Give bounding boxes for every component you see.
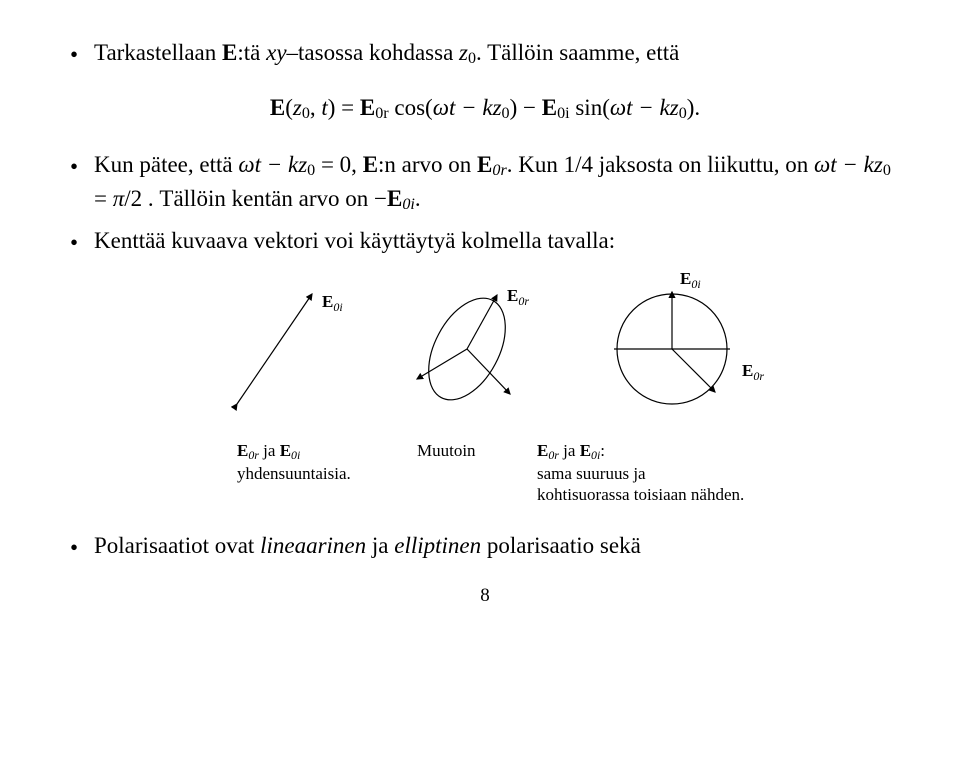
s: 0 [679,105,687,122]
E0i: E [580,441,591,460]
s: 0 [302,105,310,122]
t: sama suuruus ja [537,464,646,483]
s: 0r [375,105,388,122]
om: ω [610,95,626,120]
rp: ) = [328,95,360,120]
t: yhdensuuntaisia. [237,464,351,483]
t: polarisaatio sekä [481,533,641,558]
s: 0i [557,105,570,122]
s: 0i [291,448,300,462]
sp: cos( [389,95,433,120]
diagram-row: E0i E0r [94,264,900,434]
E0r: E [537,441,548,460]
bullet-2-text: Kun pätee, että ωt − kz0 = 0, E:n arvo o… [94,148,900,217]
linear-polarization-diagram: E0i [202,279,372,419]
sp: sin( [570,95,610,120]
rp: ). [687,95,700,120]
bullet-3: • Kenttää kuvaava vektori voi käyttäytyä… [70,224,900,521]
t: Muutoin [417,441,476,460]
E0i: E [280,441,291,460]
bullet-4: • Polarisaatiot ovat lineaarinen ja elli… [70,529,900,564]
circular-polarization-diagram: E0i E0r [572,264,792,434]
equation: E(z0, t) = E0r cos(ωt − kz0) − E0i sin(ω… [70,91,900,125]
E: E [363,152,378,177]
t: –tasossa kohdassa [287,40,459,65]
t: ja [366,533,394,558]
bullet-marker: • [70,148,94,217]
t: ja [259,441,280,460]
t: t − k [626,95,670,120]
caption-elliptical: Muutoin [417,440,537,505]
s: 0i [591,448,600,462]
t: Tarkastellaan [94,40,222,65]
E0r: E [237,441,248,460]
caption-row: E0r ja E0i yhdensuuntaisia. Muutoin E0r … [94,440,900,505]
E0i: E [387,186,402,211]
bullet-marker: • [70,36,94,71]
bullet-4-text: Polarisaatiot ovat lineaarinen ja ellipt… [94,529,900,564]
lin: lineaarinen [260,533,366,558]
svg-text:E0i: E0i [322,292,343,314]
t: Polarisaatiot ovat [94,533,260,558]
s: 0 [883,162,891,179]
dot: . [415,186,421,211]
bullet-1: • Tarkastellaan E:tä xy–tasossa kohdassa… [70,36,900,71]
bullet-2: • Kun pätee, että ωt − kz0 = 0, E:n arvo… [70,148,900,217]
z: z [874,152,883,177]
om: ω [238,152,254,177]
rp: ) − [510,95,542,120]
sub: 0 [468,50,476,67]
t: t − k [449,95,493,120]
eq: = [94,186,113,211]
z: z [459,40,468,65]
svg-text:E0r: E0r [742,361,764,383]
t: t − k [830,152,874,177]
s: 0r [548,448,559,462]
t: Kenttää kuvaava vektori voi käyttäytyä k… [94,228,615,253]
t: . Kun 1/4 jaksosta on liikuttu, on [507,152,814,177]
svg-text:E0i: E0i [680,269,701,291]
svg-text:E0r: E0r [507,286,529,308]
eq: = 0, [315,152,362,177]
t: kohtisuorassa toisiaan nähden. [537,485,744,504]
bullet-3-text: Kenttää kuvaava vektori voi käyttäytyä k… [94,224,900,521]
pi: π [113,186,125,211]
elliptical-polarization-diagram: E0r [382,279,562,419]
bullet-1-text: Tarkastellaan E:tä xy–tasossa kohdassa z… [94,36,900,71]
E: E [222,40,237,65]
t: t − k [255,152,299,177]
s: 0 [307,162,315,179]
t: . Tällöin saamme, että [476,40,679,65]
s: 0r [248,448,259,462]
caption-linear: E0r ja E0i yhdensuuntaisia. [237,440,417,505]
t: ja [559,441,580,460]
E0r: E [477,152,492,177]
s: 0 [502,105,510,122]
caption-circular: E0r ja E0i: sama suuruus ja kohtisuorass… [537,440,757,505]
t: :tä [237,40,266,65]
ell: elliptinen [394,533,481,558]
t: : [600,441,605,460]
c: , [310,95,322,120]
E0r: E [360,95,375,120]
z: z [670,95,679,120]
z: z [493,95,502,120]
s: 0r [492,162,506,179]
om: ω [814,152,830,177]
t: /2 . Tällöin kentän arvo on − [124,186,387,211]
t: :n arvo on [378,152,477,177]
page-number: 8 [70,582,900,610]
bullet-marker: • [70,224,94,521]
z: z [293,95,302,120]
bullet-marker: • [70,529,94,564]
t: Kun pätee, että [94,152,238,177]
om: ω [433,95,449,120]
lp: ( [285,95,293,120]
s: 0i [402,196,415,213]
E0i: E [542,95,557,120]
xy: xy [266,40,286,65]
E: E [270,95,285,120]
z: z [298,152,307,177]
